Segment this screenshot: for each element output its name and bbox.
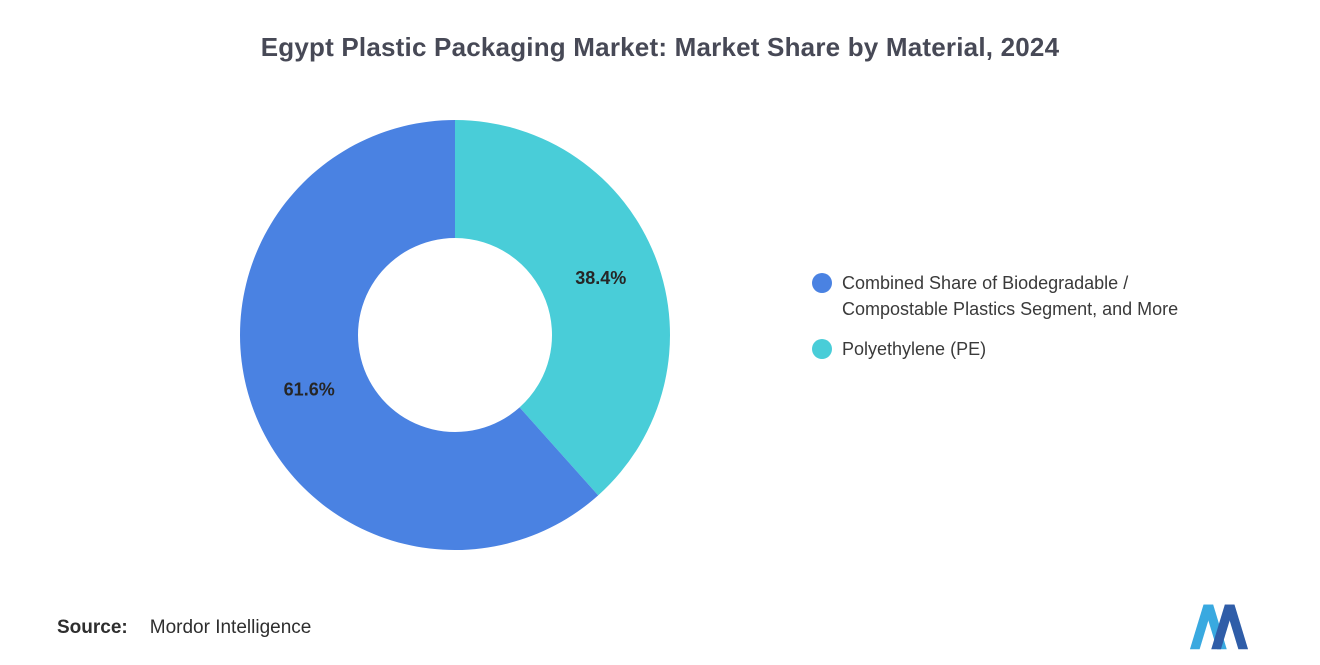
logo-right-down-stroke — [1224, 604, 1249, 650]
legend-label-polyethylene: Polyethylene (PE) — [842, 339, 987, 359]
chart-title: Egypt Plastic Packaging Market: Market S… — [260, 32, 1060, 62]
donut-chart: 38.4% 61.6% — [240, 120, 671, 550]
slice-data-label-combined-share-of-biodegradable-composta: 61.6% — [284, 379, 335, 399]
source: Source: Mordor Intelligence — [57, 617, 311, 639]
legend: Combined Share of Biodegradable / Compos… — [812, 270, 1178, 362]
legend-item-polyethylene: Polyethylene (PE) — [812, 336, 1178, 362]
legend-marker-blue-icon — [812, 273, 832, 293]
source-label: Source: — [57, 617, 128, 638]
legend-item-combined-biodegradable: Combined Share of Biodegradable / Compos… — [812, 270, 1178, 322]
slice-data-label-polyethylene-pe: 38.4% — [575, 268, 626, 288]
mordor-intelligence-logo — [1189, 604, 1249, 650]
donut-slice-polyethylene-pe — [455, 120, 671, 496]
source-value: Mordor Intelligence — [149, 617, 312, 638]
legend-label-combined-biodegradable: Combined Share of Biodegradable / Compos… — [842, 273, 1179, 319]
donut-slice-combined-share-of-biodegradable-composta — [240, 120, 599, 550]
legend-marker-teal-icon — [812, 339, 832, 359]
